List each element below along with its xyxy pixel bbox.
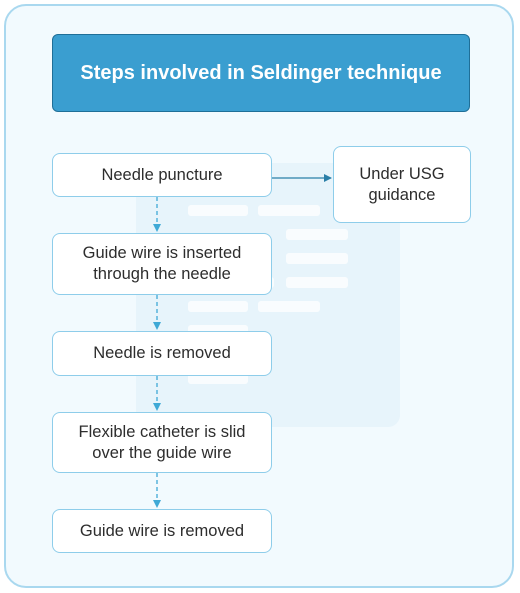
step-guide-wire-removed: Guide wire is removed [52, 509, 272, 553]
step-guide-wire-inserted: Guide wire is inserted through the needl… [52, 233, 272, 295]
watermark-line [258, 301, 320, 312]
step-catheter-slid: Flexible catheter is slid over the guide… [52, 412, 272, 473]
watermark-line [258, 205, 320, 216]
watermark-line [286, 277, 348, 288]
side-note-usg-guidance: Under USG guidance [333, 146, 471, 223]
watermark-line [188, 301, 248, 312]
watermark-line [188, 325, 248, 336]
watermark-line [286, 253, 348, 264]
diagram-title: Steps involved in Seldinger technique [52, 34, 470, 112]
step-needle-puncture: Needle puncture [52, 153, 272, 197]
watermark-line [188, 373, 248, 384]
step-needle-removed: Needle is removed [52, 331, 272, 376]
watermark-line [286, 229, 348, 240]
watermark-line [188, 205, 248, 216]
